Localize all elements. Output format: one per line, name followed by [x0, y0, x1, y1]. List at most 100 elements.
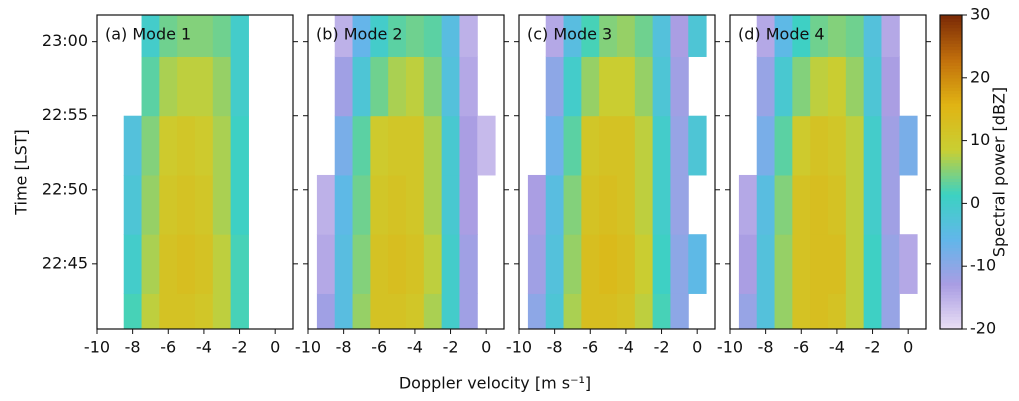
heatmap-cell	[159, 15, 178, 57]
heatmap-cell	[423, 15, 443, 57]
colorbar-strip	[940, 121, 962, 126]
heatmap-cell	[406, 174, 425, 235]
heatmap-cell	[212, 56, 232, 117]
colorbar-strip	[940, 68, 962, 73]
heatmap-cell	[617, 56, 636, 117]
colorbar-strip	[940, 131, 962, 135]
heatmap-cell	[563, 234, 582, 294]
x-tick-label: -4	[829, 338, 845, 357]
heatmap-cell	[316, 293, 336, 329]
colorbar-strip	[940, 266, 962, 270]
heatmap-cell	[177, 115, 196, 176]
heatmap-cell	[545, 234, 565, 294]
heatmap-cell	[652, 174, 671, 235]
heatmap-cell	[441, 15, 460, 57]
heatmap-cell	[828, 234, 847, 294]
colorbar-strip	[940, 313, 962, 318]
heatmap-cell	[581, 15, 600, 57]
heatmap-cell	[527, 174, 547, 235]
heatmap-cell	[881, 234, 900, 294]
colorbar-strip	[940, 237, 962, 242]
colorbar-strip	[940, 58, 962, 63]
heatmap-cell	[123, 115, 143, 176]
heatmap-cell	[352, 234, 371, 294]
colorbar-strip	[940, 168, 962, 173]
colorbar-strip	[940, 325, 962, 330]
heatmap-cell	[634, 115, 654, 176]
colorbar-strip	[940, 278, 962, 283]
heatmap	[316, 15, 496, 329]
heatmap-cell	[459, 293, 478, 329]
heatmap-cell	[334, 56, 354, 117]
heatmap-cell	[459, 174, 478, 235]
colorbar-strip	[940, 231, 962, 236]
heatmap-cell	[212, 115, 232, 176]
heatmap-cell	[352, 174, 371, 235]
panel-frame	[307, 14, 505, 330]
colorbar-strip	[940, 30, 962, 35]
colorbar-strip	[940, 62, 962, 66]
colorbar-strip	[940, 187, 962, 192]
colorbar-strip	[940, 281, 962, 286]
colorbar-strip	[940, 46, 962, 51]
colorbar-strip	[940, 106, 962, 110]
panel-title: (a) Mode 1	[105, 25, 191, 44]
colorbar-strip	[940, 90, 962, 95]
heatmap-cell	[388, 293, 407, 329]
colorbar-strip	[940, 310, 962, 314]
heatmap-cell	[195, 174, 214, 235]
heatmap-cell	[652, 115, 671, 176]
panel-frame	[518, 14, 716, 330]
heatmap-cell	[810, 56, 829, 117]
heatmap-cell	[581, 234, 600, 294]
heatmap-cell	[828, 115, 847, 176]
x-tick-label: -8	[125, 338, 141, 357]
heatmap-cell	[370, 115, 389, 176]
heatmap-cell	[599, 56, 618, 117]
heatmap-cell	[881, 56, 900, 117]
heatmap-cell	[352, 15, 371, 57]
colorbar-strip	[940, 128, 962, 132]
colorbar-strip	[940, 74, 962, 79]
heatmap-cell	[423, 234, 443, 294]
y-axis-label: Time [LST]	[12, 129, 31, 216]
colorbar-strip	[940, 112, 962, 117]
heatmap-cell	[792, 56, 811, 117]
heatmap-cell	[670, 56, 689, 117]
colorbar-strip	[940, 109, 962, 113]
heatmap-cell	[423, 174, 443, 235]
heatmap-cell	[774, 56, 793, 117]
heatmap-cell	[756, 174, 776, 235]
colorbar-strip	[940, 175, 962, 179]
heatmap-cell	[828, 293, 847, 329]
heatmap-cell	[159, 115, 178, 176]
heatmap-cell	[141, 234, 160, 294]
heatmap-cell	[195, 56, 214, 117]
x-tick-label: -4	[196, 338, 212, 357]
heatmap-cell	[527, 234, 547, 294]
heatmap-cell	[159, 56, 178, 117]
heatmap-cell	[845, 234, 865, 294]
colorbar-strip	[940, 165, 962, 170]
heatmap-cell	[670, 174, 689, 235]
colorbar-strip	[940, 80, 962, 85]
heatmap-cell	[545, 115, 565, 176]
heatmap-cell	[881, 174, 900, 235]
colorbar-strip	[940, 118, 962, 123]
heatmap-cell	[423, 293, 443, 329]
colorbar-strip	[940, 115, 962, 120]
y-tick-label: 22:45	[42, 253, 88, 272]
colorbar-strip	[940, 84, 962, 88]
heatmap-cell	[159, 293, 178, 329]
heatmap-cell	[581, 293, 600, 329]
colorbar-strip	[940, 159, 962, 164]
x-tick-label: -4	[618, 338, 634, 357]
colorbar-tick-label: -20	[970, 319, 996, 338]
heatmap-cell	[845, 115, 865, 176]
colorbar-strip	[940, 153, 962, 157]
panel-title: (b) Mode 2	[316, 25, 403, 44]
x-tick-label: -6	[582, 338, 598, 357]
heatmap-cell	[563, 293, 582, 329]
heatmap-cell	[141, 174, 160, 235]
x-tick-label: -10	[295, 338, 321, 357]
